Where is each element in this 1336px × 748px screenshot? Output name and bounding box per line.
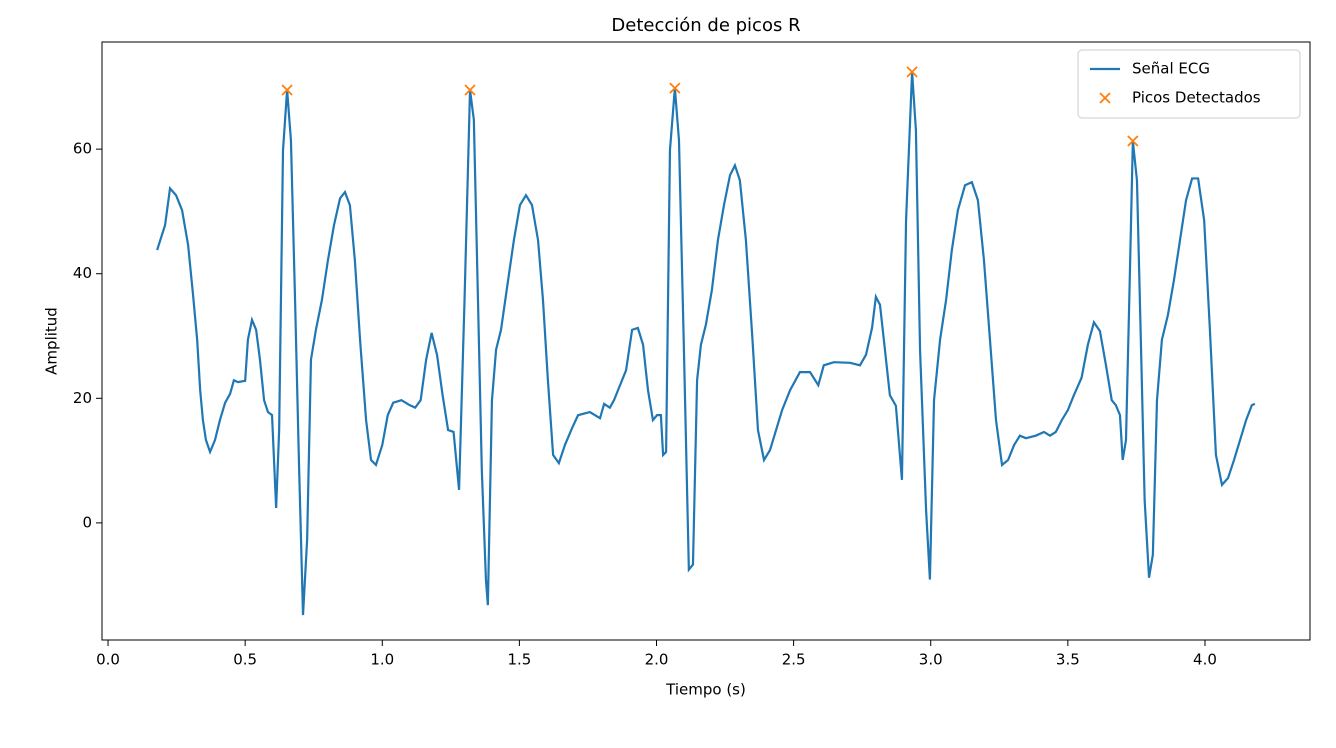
peak-marker bbox=[906, 66, 918, 78]
x-tick-label: 4.0 bbox=[1193, 651, 1217, 669]
legend-key bbox=[1099, 92, 1111, 104]
peak-marker bbox=[464, 84, 476, 96]
x-tick-label: 2.5 bbox=[782, 651, 806, 669]
x-tick-label: 0.0 bbox=[96, 651, 120, 669]
y-tick-label: 40 bbox=[73, 264, 92, 282]
legend-box bbox=[1077, 49, 1301, 119]
x-axis-label: Tiempo (s) bbox=[665, 681, 746, 699]
chart-title: Detección de picos R bbox=[611, 15, 800, 36]
y-axis-label: Amplitud bbox=[43, 307, 61, 375]
ecg-line bbox=[156, 71, 1256, 616]
x-tick-label: 2.0 bbox=[645, 651, 669, 669]
x-tick-label: 0.5 bbox=[233, 651, 257, 669]
peak-marker bbox=[669, 82, 681, 94]
y-tick-label: 20 bbox=[73, 389, 92, 407]
y-tick-label: 60 bbox=[73, 140, 92, 158]
peak-marker bbox=[281, 84, 293, 96]
x-tick-label: 3.0 bbox=[919, 651, 943, 669]
legend-label: Señal ECG bbox=[1132, 60, 1210, 78]
peak-marker bbox=[1127, 135, 1139, 147]
x-tick-label: 1.0 bbox=[370, 651, 394, 669]
y-tick-label: 0 bbox=[82, 513, 92, 531]
plot-frame bbox=[101, 41, 1311, 641]
legend-label: Picos Detectados bbox=[1132, 89, 1261, 107]
x-tick-label: 3.5 bbox=[1056, 651, 1080, 669]
x-tick-label: 1.5 bbox=[507, 651, 531, 669]
